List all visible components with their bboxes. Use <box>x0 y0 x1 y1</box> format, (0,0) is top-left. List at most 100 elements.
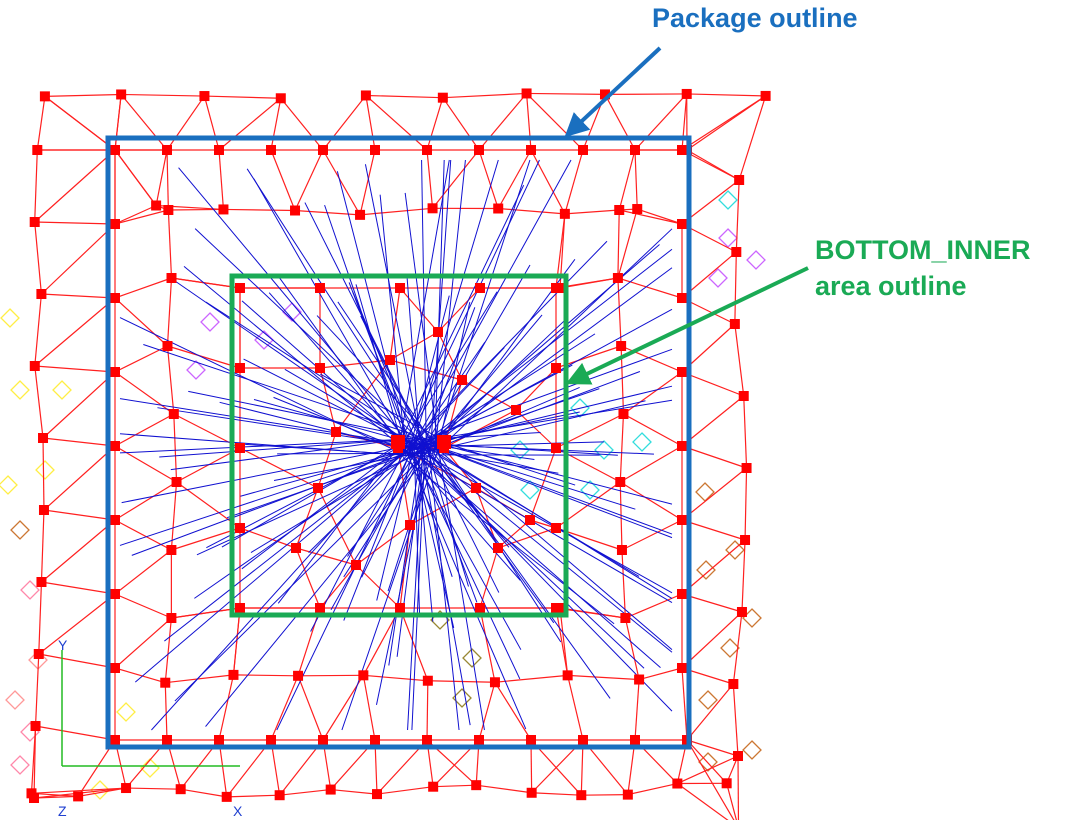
diamond-marker <box>10 520 30 540</box>
ray-line <box>119 446 418 546</box>
mesh-edge <box>233 674 299 677</box>
ray-line <box>434 159 445 446</box>
mesh-node <box>116 89 127 100</box>
mesh-node <box>677 367 687 377</box>
mesh-edge <box>567 674 640 681</box>
ray-line <box>414 448 673 594</box>
diamond-marker <box>718 190 738 210</box>
mesh-edge <box>42 437 116 447</box>
mesh-node <box>160 677 171 688</box>
mesh-edge <box>34 365 44 439</box>
mesh-edge <box>479 607 496 683</box>
ray-line <box>159 438 413 458</box>
mesh-edge <box>619 481 683 521</box>
mesh-edge <box>437 331 463 381</box>
mesh-edge <box>166 149 169 211</box>
mesh-edge <box>741 539 746 613</box>
ray-line <box>404 240 608 450</box>
ray-line <box>361 448 426 578</box>
mesh-edge <box>478 93 528 151</box>
ray-line <box>410 159 499 452</box>
mesh-edge <box>114 481 177 521</box>
mesh-edge <box>494 681 532 741</box>
mesh-edge <box>204 95 281 99</box>
ray-line <box>437 399 673 440</box>
mesh-node <box>315 363 325 373</box>
mesh-edge <box>33 725 37 799</box>
ray-line <box>277 275 401 445</box>
mesh-edge <box>38 653 116 669</box>
ray-line <box>119 317 401 454</box>
ray-line <box>425 442 636 510</box>
mesh-edge <box>164 617 172 683</box>
mesh-edge <box>114 209 169 225</box>
diamond-marker <box>718 228 738 248</box>
mesh-edge <box>735 179 740 253</box>
ray-line <box>341 452 438 731</box>
diamond-marker <box>708 268 728 288</box>
mesh-edge <box>681 611 743 669</box>
y-axis-label: Y <box>58 637 68 653</box>
mesh-edge <box>737 755 740 820</box>
mesh-edge <box>203 95 220 151</box>
mesh-node <box>168 409 179 419</box>
ray-line <box>379 194 407 457</box>
mesh-edge <box>41 581 116 595</box>
ray-line <box>420 438 555 624</box>
ray-line <box>364 164 421 440</box>
mesh-node <box>681 88 692 99</box>
mesh-node <box>551 443 561 453</box>
mesh-node <box>318 735 328 745</box>
bottom-inner-label-line2: area outline <box>815 271 967 301</box>
ray-line <box>143 343 439 444</box>
mesh-node <box>110 441 120 451</box>
mesh-node <box>291 543 301 553</box>
ray-line <box>396 444 425 657</box>
mesh-node <box>38 505 49 515</box>
ray-line <box>414 446 673 712</box>
mesh-edge <box>686 739 728 784</box>
mesh-edge <box>120 94 168 151</box>
ray-line <box>421 455 478 603</box>
mesh-edge <box>78 787 127 797</box>
mesh-edge <box>732 611 743 685</box>
mesh-edge <box>433 784 477 788</box>
mesh-edge <box>515 409 557 449</box>
mesh-edge <box>427 680 495 683</box>
mesh-edge <box>359 149 376 215</box>
mesh-node <box>526 787 537 798</box>
ray-line <box>399 159 450 441</box>
mesh-edge <box>31 787 127 794</box>
coordinate-axes: Y X Z <box>58 637 243 819</box>
mesh-edge <box>42 437 45 511</box>
mesh-edge <box>638 667 683 681</box>
mesh-node <box>32 145 43 155</box>
mesh-edge <box>166 345 175 415</box>
ray-line <box>400 441 604 448</box>
mesh-edge <box>634 93 688 151</box>
mesh-node <box>395 603 405 613</box>
ray-line <box>324 204 408 444</box>
mesh-node <box>738 391 749 401</box>
diamond-marker <box>52 380 72 400</box>
mesh-edge <box>226 794 280 798</box>
mesh-edge <box>734 323 745 397</box>
mesh-node <box>121 783 132 794</box>
mesh-edge <box>478 682 496 741</box>
ray-line <box>408 295 450 455</box>
bottom-inner-outline-label: BOTTOM_INNER area outline <box>815 232 1031 304</box>
mesh-node <box>36 289 47 299</box>
mesh-node <box>166 545 177 555</box>
mesh-node <box>166 273 177 283</box>
mesh-node <box>422 675 433 686</box>
mesh-node <box>551 523 561 533</box>
mesh-node <box>110 663 120 673</box>
mesh-edge <box>738 95 767 181</box>
mesh-node <box>677 663 687 673</box>
center-node <box>391 435 405 449</box>
mesh-edge <box>34 297 116 367</box>
mesh-node <box>526 145 536 155</box>
ray-line <box>404 291 498 441</box>
mesh-node <box>736 607 747 617</box>
mesh-node <box>616 341 627 351</box>
